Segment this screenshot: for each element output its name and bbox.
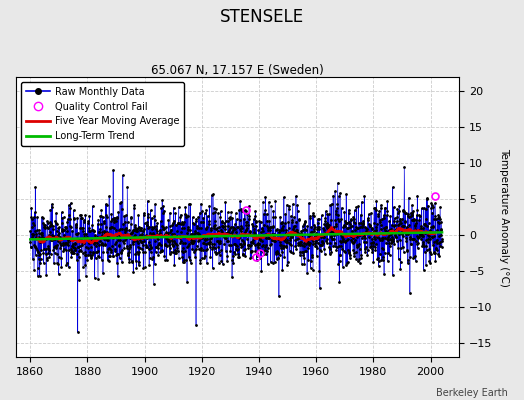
Y-axis label: Temperature Anomaly (°C): Temperature Anomaly (°C)	[499, 148, 509, 286]
Text: Berkeley Earth: Berkeley Earth	[436, 388, 508, 398]
Text: STENSELE: STENSELE	[220, 8, 304, 26]
Title: 65.067 N, 17.157 E (Sweden): 65.067 N, 17.157 E (Sweden)	[151, 64, 324, 77]
Legend: Raw Monthly Data, Quality Control Fail, Five Year Moving Average, Long-Term Tren: Raw Monthly Data, Quality Control Fail, …	[21, 82, 184, 146]
